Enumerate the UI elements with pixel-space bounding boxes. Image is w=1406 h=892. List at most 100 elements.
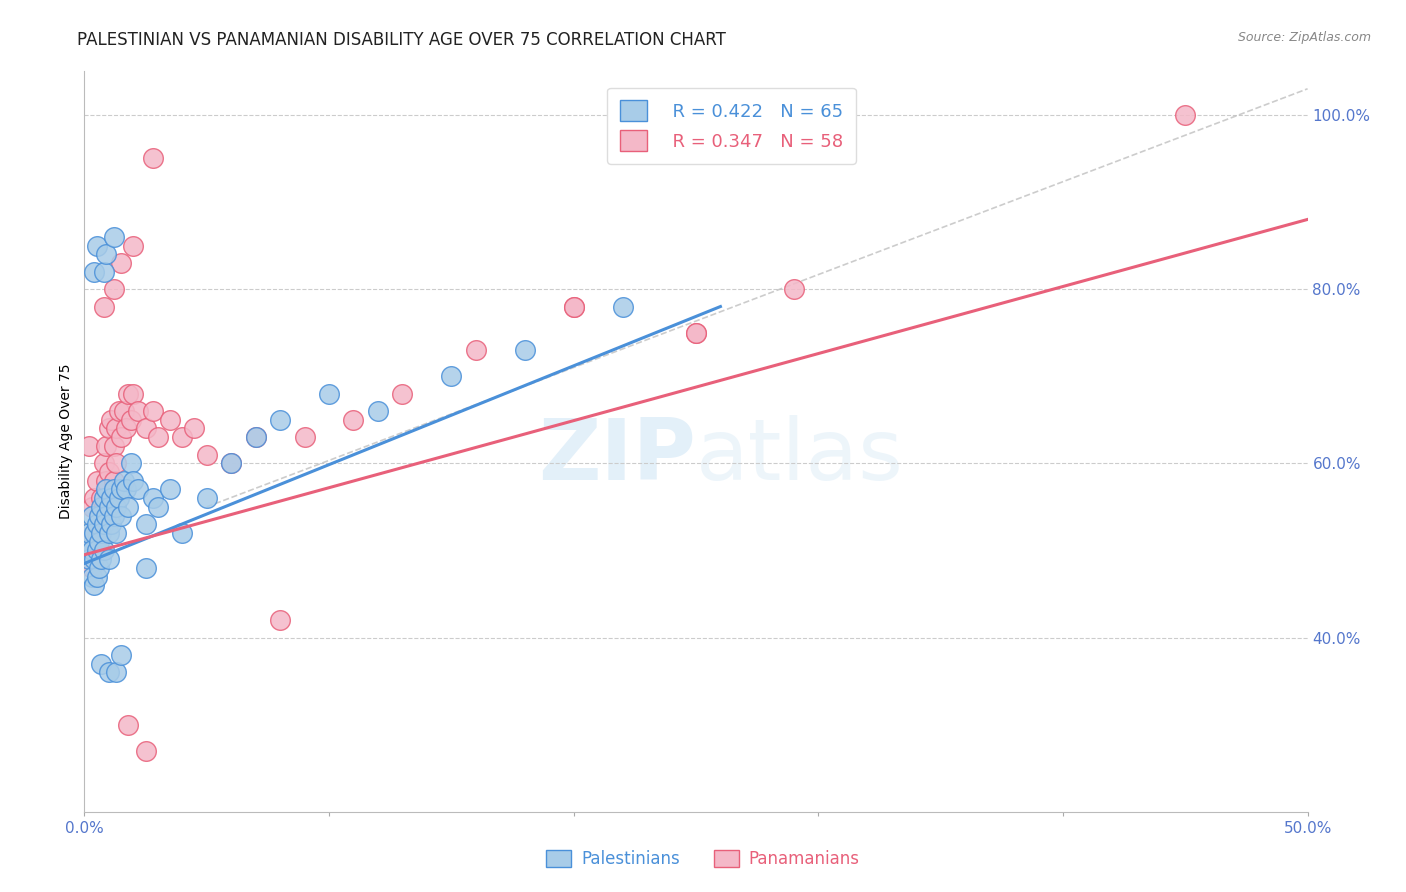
Point bbox=[90, 526, 112, 541]
Point bbox=[83, 526, 105, 541]
Point bbox=[76, 543, 98, 558]
Point bbox=[100, 413, 122, 427]
Point bbox=[562, 300, 585, 314]
Point bbox=[83, 491, 105, 505]
Point bbox=[391, 386, 413, 401]
Point bbox=[219, 456, 242, 470]
Point bbox=[110, 430, 132, 444]
Point bbox=[80, 569, 103, 583]
Point bbox=[159, 483, 181, 497]
Point bbox=[96, 508, 118, 523]
Point bbox=[77, 526, 100, 541]
Point bbox=[117, 386, 139, 401]
Point bbox=[83, 526, 105, 541]
Point bbox=[90, 491, 112, 505]
Point bbox=[142, 491, 165, 505]
Point bbox=[87, 534, 110, 549]
Point bbox=[135, 561, 157, 575]
Point bbox=[117, 500, 139, 514]
Point bbox=[97, 465, 120, 479]
Point bbox=[93, 517, 115, 532]
Point bbox=[86, 526, 108, 541]
Point bbox=[103, 439, 125, 453]
Point bbox=[93, 500, 115, 514]
Point bbox=[100, 491, 122, 505]
Point bbox=[86, 474, 108, 488]
Point bbox=[135, 517, 157, 532]
Point bbox=[80, 561, 103, 575]
Point bbox=[103, 508, 125, 523]
Point bbox=[86, 569, 108, 583]
Point bbox=[97, 665, 120, 680]
Y-axis label: Disability Age Over 75: Disability Age Over 75 bbox=[59, 364, 73, 519]
Point bbox=[783, 282, 806, 296]
Point bbox=[245, 430, 267, 444]
Point bbox=[105, 421, 128, 435]
Point bbox=[93, 265, 115, 279]
Point bbox=[110, 256, 132, 270]
Point bbox=[562, 300, 585, 314]
Point bbox=[122, 474, 145, 488]
Legend:   R = 0.422   N = 65,   R = 0.347   N = 58: R = 0.422 N = 65, R = 0.347 N = 58 bbox=[607, 87, 856, 164]
Point bbox=[80, 508, 103, 523]
Point bbox=[172, 526, 194, 541]
Point bbox=[269, 613, 291, 627]
Point bbox=[142, 152, 165, 166]
Point bbox=[96, 474, 118, 488]
Point bbox=[87, 508, 110, 523]
Point bbox=[103, 230, 125, 244]
Point bbox=[183, 421, 205, 435]
Text: ZIP: ZIP bbox=[538, 415, 696, 498]
Point bbox=[115, 483, 138, 497]
Text: Source: ZipAtlas.com: Source: ZipAtlas.com bbox=[1237, 31, 1371, 45]
Point bbox=[90, 517, 112, 532]
Point bbox=[127, 483, 149, 497]
Point bbox=[87, 508, 110, 523]
Point bbox=[685, 326, 707, 340]
Point bbox=[100, 517, 122, 532]
Point bbox=[105, 526, 128, 541]
Point bbox=[367, 404, 389, 418]
Point bbox=[90, 657, 112, 671]
Point bbox=[93, 456, 115, 470]
Point bbox=[172, 430, 194, 444]
Point bbox=[107, 404, 129, 418]
Point bbox=[122, 238, 145, 252]
Point bbox=[105, 500, 128, 514]
Point bbox=[97, 500, 120, 514]
Point bbox=[93, 300, 115, 314]
Point bbox=[612, 300, 634, 314]
Point bbox=[219, 456, 242, 470]
Point bbox=[110, 648, 132, 662]
Point bbox=[90, 500, 112, 514]
Point bbox=[103, 483, 125, 497]
Point bbox=[513, 343, 536, 357]
Point bbox=[685, 326, 707, 340]
Point bbox=[96, 439, 118, 453]
Point bbox=[112, 404, 135, 418]
Point bbox=[76, 543, 98, 558]
Point bbox=[103, 282, 125, 296]
Point bbox=[87, 543, 110, 558]
Point bbox=[146, 500, 169, 514]
Point bbox=[120, 413, 142, 427]
Point bbox=[1174, 108, 1197, 122]
Point bbox=[342, 413, 364, 427]
Point bbox=[464, 343, 486, 357]
Point bbox=[97, 552, 120, 566]
Point bbox=[77, 552, 100, 566]
Point bbox=[83, 265, 105, 279]
Point bbox=[80, 500, 103, 514]
Point bbox=[135, 744, 157, 758]
Point bbox=[440, 369, 463, 384]
Point bbox=[97, 421, 120, 435]
Point bbox=[83, 578, 105, 592]
Point bbox=[115, 421, 138, 435]
Point bbox=[105, 456, 128, 470]
Point bbox=[107, 491, 129, 505]
Point bbox=[120, 456, 142, 470]
Point bbox=[135, 421, 157, 435]
Point bbox=[195, 491, 218, 505]
Point bbox=[93, 543, 115, 558]
Point bbox=[112, 474, 135, 488]
